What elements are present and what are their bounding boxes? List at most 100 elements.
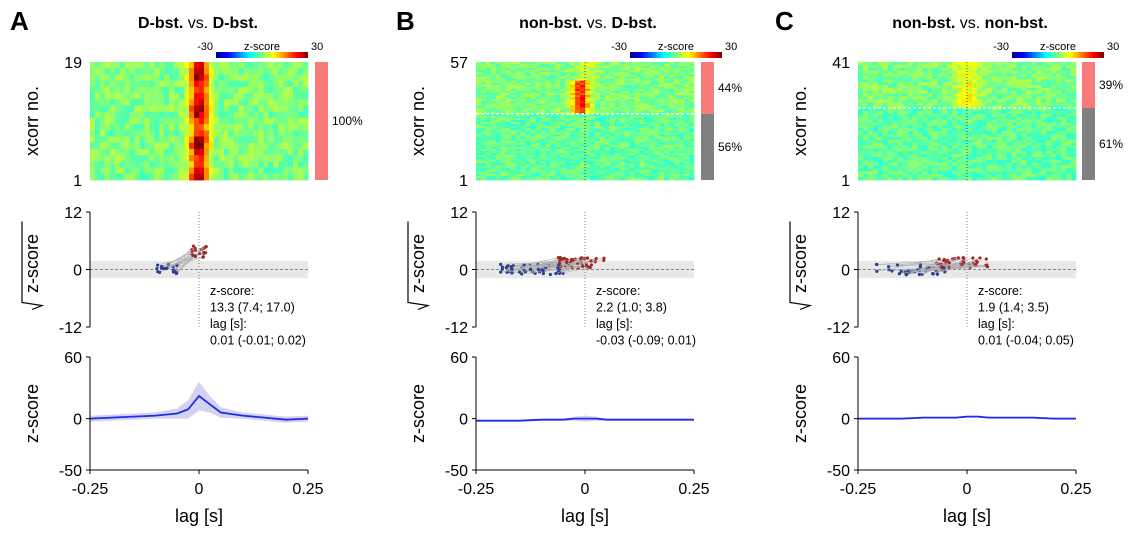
scatter-point-neg xyxy=(517,270,522,274)
heatmap-cell xyxy=(500,128,507,131)
heatmap-cell xyxy=(629,107,635,111)
heatmap-cell xyxy=(639,84,645,88)
heatmap-cell xyxy=(253,148,259,156)
heatmap-cell xyxy=(550,163,556,166)
heatmap-cell xyxy=(94,155,101,162)
heatmap-cell xyxy=(937,145,943,149)
heatmap-cell xyxy=(1061,87,1067,92)
heatmap-cell xyxy=(862,96,869,100)
heatmap-cell xyxy=(689,97,695,100)
heatmap-cell xyxy=(480,109,487,113)
heatmap-cell xyxy=(490,74,497,77)
heatmap-cell xyxy=(570,113,576,117)
heatmap-cell xyxy=(278,68,284,75)
heatmap-cell xyxy=(480,132,487,135)
heatmap-cell xyxy=(525,86,531,90)
heatmap-cell xyxy=(565,97,571,100)
heatmap-cell xyxy=(867,145,874,149)
heatmap-cell xyxy=(550,93,556,96)
heatmap-cell xyxy=(248,155,254,162)
heatmap-cell xyxy=(604,175,611,179)
heatmap-cell xyxy=(545,105,551,108)
heatmap-cell xyxy=(669,124,675,127)
heatmap-cell xyxy=(1031,136,1037,141)
heatmap-cell xyxy=(644,140,650,144)
heatmap-cell xyxy=(535,163,541,166)
heatmap-cell xyxy=(962,79,968,83)
heatmap-cell xyxy=(1066,142,1072,146)
heatmap-cell xyxy=(619,70,626,73)
heatmap-cell xyxy=(689,86,695,90)
heatmap-cell xyxy=(589,117,596,121)
heatmap-cell xyxy=(565,78,571,82)
heatmap-cell xyxy=(570,103,576,106)
heatmap-cell xyxy=(283,142,289,150)
heatmap-cell xyxy=(917,82,923,86)
heatmap-cell xyxy=(589,169,596,173)
heatmap-cell xyxy=(1046,133,1052,138)
heatmap-cell xyxy=(476,64,482,67)
heatmap-cell xyxy=(862,142,869,146)
heatmap-cell xyxy=(500,78,507,82)
heatmap-cell xyxy=(887,116,894,120)
heatmap-cell xyxy=(169,167,175,175)
heatmap-cell xyxy=(594,173,601,177)
heatmap-cell xyxy=(1041,136,1047,141)
heatmap-cell xyxy=(575,151,581,154)
heatmap-cell xyxy=(957,96,963,100)
heatmap-cell xyxy=(575,138,581,142)
heatmap-cell xyxy=(967,90,973,95)
heatmap-cell xyxy=(545,76,551,79)
heatmap-cell xyxy=(981,62,988,66)
heatmap-cell xyxy=(684,113,690,117)
heatmap-cell xyxy=(589,74,596,77)
heatmap-cell xyxy=(1056,133,1062,138)
heatmap-cell xyxy=(189,74,195,82)
heatmap-cell xyxy=(619,105,626,108)
heatmap-cell xyxy=(639,111,645,115)
heatmap-cell xyxy=(585,157,591,160)
heatmap-cell xyxy=(515,128,521,131)
heatmap-cell xyxy=(927,93,933,97)
heatmap-cell xyxy=(545,126,551,129)
heatmap-cell xyxy=(991,108,998,112)
heatmap-cell xyxy=(594,163,601,166)
heatmap-cell xyxy=(669,107,675,111)
heatmap-cell xyxy=(520,155,526,158)
heatmap-cell xyxy=(947,125,953,129)
heatmap-cell xyxy=(500,157,507,160)
heatmap-cell xyxy=(510,80,517,84)
sqrt-symbol xyxy=(21,221,45,311)
heatmap-cell xyxy=(540,113,546,117)
heatmap-cell xyxy=(545,88,551,92)
heatmap-cell xyxy=(476,148,482,152)
heatmap-cell xyxy=(288,148,294,156)
heatmap-cell xyxy=(1056,125,1062,129)
heatmap-cell xyxy=(976,73,983,77)
heatmap-cell xyxy=(649,173,655,177)
heatmap-cell xyxy=(619,99,626,102)
heatmap-cell xyxy=(609,107,616,111)
heatmap-cell xyxy=(614,157,621,160)
heatmap-cell xyxy=(1056,79,1062,83)
heatmap-cell xyxy=(124,86,131,94)
heatmap-cell xyxy=(585,113,591,117)
pair-line xyxy=(167,256,203,268)
heatmap-cell xyxy=(263,62,269,69)
heatmap-cell xyxy=(1071,87,1077,92)
heatmap-cell xyxy=(560,113,566,117)
heatmap-cell xyxy=(644,101,650,104)
heatmap-cell xyxy=(510,111,517,115)
heatmap-cell xyxy=(565,115,571,119)
heatmap-cell xyxy=(555,138,561,142)
heatmap-cell xyxy=(962,85,968,89)
heatmap-cell xyxy=(495,161,502,164)
heatmap-cell xyxy=(253,155,259,162)
heatmap-cell xyxy=(639,128,645,131)
heatmap-cell xyxy=(476,134,482,137)
heatmap-cell xyxy=(505,90,512,94)
heatmap-cell xyxy=(550,97,556,100)
heatmap-cell xyxy=(520,136,526,139)
heatmap-cell xyxy=(490,90,497,94)
